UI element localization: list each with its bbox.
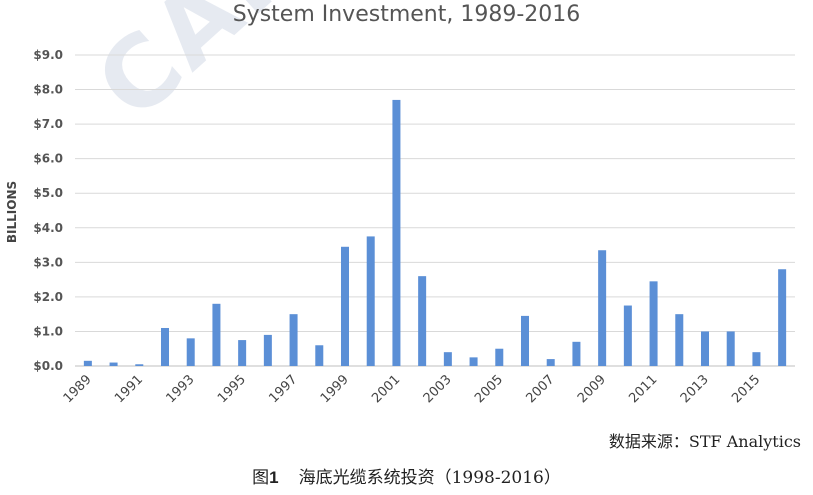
figure-caption: 图1 海底光缆系统投资（1998-2016） <box>0 463 813 488</box>
x-tick-label: 2007 <box>524 372 558 406</box>
bar-2002 <box>418 276 427 366</box>
y-tick-label: $4.0 <box>33 221 63 235</box>
x-tick-labels: 1989 1991 1993 1995 1997 1999 2001 2003 2005 2007… <box>61 372 764 406</box>
x-tick-label: 2005 <box>472 372 506 406</box>
bar-1999 <box>341 246 349 366</box>
bar-2005 <box>495 348 504 366</box>
bar-1995 <box>238 340 247 366</box>
bar-2008 <box>572 341 581 366</box>
x-tick-label: 2011 <box>626 372 660 406</box>
bars <box>83 99 787 366</box>
bar-2016 <box>778 269 787 366</box>
x-tick-label: 2013 <box>678 372 712 406</box>
bar-1998 <box>315 345 324 366</box>
x-tick-label: 1997 <box>266 372 300 406</box>
bar-2015 <box>752 352 761 366</box>
y-tick-label: $9.0 <box>33 48 63 62</box>
y-tick-labels: $0.0 $1.0 $2.0 $3.0 $4.0 $5.0 $6.0 $7.0 $8.0 $9.0 <box>33 48 63 373</box>
caption-prefix: 图 <box>252 468 270 488</box>
bar-1991 <box>135 364 144 366</box>
bar-1994 <box>212 303 221 366</box>
x-tick-label: 2001 <box>369 372 403 406</box>
x-tick-label: 2003 <box>421 372 455 406</box>
x-tick-label: 1999 <box>318 372 352 406</box>
y-tick-label: $0.0 <box>33 359 63 373</box>
bar-1996 <box>263 334 272 366</box>
bar-1993 <box>186 338 195 366</box>
bar-chart: $0.0 $1.0 $2.0 $3.0 $4.0 $5.0 $6.0 $7.0 $8.0 $9.0… <box>5 48 795 406</box>
chart-title: System Investment, 1989-2016 <box>232 2 581 27</box>
y-axis-label: BILLIONS <box>5 181 19 243</box>
bar-2003 <box>443 352 452 366</box>
y-tick-label: $3.0 <box>33 255 63 269</box>
bar-2004 <box>469 357 478 366</box>
x-tick-label: 1989 <box>61 372 95 406</box>
y-tick-label: $7.0 <box>33 117 63 131</box>
y-tick-label: $8.0 <box>33 83 63 97</box>
y-tick-label: $6.0 <box>33 152 63 166</box>
x-tick-label: 1995 <box>215 372 249 406</box>
bar-2007 <box>546 359 555 366</box>
x-tick-label: 2009 <box>575 372 609 406</box>
bar-1989 <box>83 360 92 366</box>
x-tick-label: 1993 <box>164 372 198 406</box>
y-tick-label: $5.0 <box>33 186 63 200</box>
bar-2012 <box>675 314 684 366</box>
x-tick-label: 2015 <box>729 372 763 406</box>
bar-2011 <box>649 281 658 366</box>
bar-2013 <box>701 331 709 366</box>
bar-1997 <box>289 314 298 366</box>
bar-1990 <box>109 362 118 366</box>
bar-2000 <box>366 236 375 366</box>
source-note: 数据来源：STF Analytics <box>608 432 801 451</box>
bar-2006 <box>521 315 529 366</box>
x-tick-label: 1991 <box>112 372 146 406</box>
bar-2001 <box>392 99 401 366</box>
bar-1992 <box>161 327 169 366</box>
bar-2014 <box>726 331 735 366</box>
y-tick-label: $2.0 <box>33 290 63 304</box>
y-tick-label: $1.0 <box>33 324 63 338</box>
grid-lines <box>75 54 795 367</box>
bar-2009 <box>598 250 607 366</box>
bar-2010 <box>623 305 632 366</box>
caption-text: 海底光缆系统投资（1998-2016） <box>298 468 561 488</box>
caption-number: 1 <box>269 468 279 487</box>
